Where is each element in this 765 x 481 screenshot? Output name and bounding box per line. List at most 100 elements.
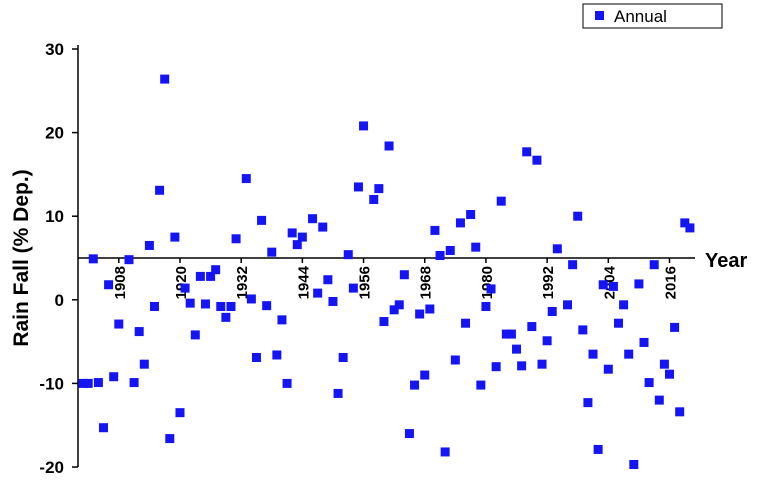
data-point (573, 211, 583, 221)
data-point (399, 270, 409, 280)
data-point (93, 378, 103, 388)
data-point (343, 250, 353, 260)
data-point (578, 325, 588, 335)
data-point (512, 344, 522, 354)
data-point (333, 388, 343, 398)
data-point (200, 299, 210, 309)
data-point (129, 378, 139, 388)
data-point (598, 280, 608, 290)
data-point (369, 194, 379, 204)
data-point (517, 361, 527, 371)
data-point (114, 319, 124, 329)
data-point (379, 317, 389, 327)
data-point (608, 281, 618, 291)
x-tick-label: 1992 (540, 266, 557, 299)
data-point (410, 380, 420, 390)
data-point (180, 283, 190, 293)
data-point (231, 234, 241, 244)
data-point (389, 305, 399, 315)
data-point (338, 352, 348, 362)
data-point (532, 155, 542, 165)
data-point (195, 271, 205, 281)
data-point (583, 398, 593, 408)
y-axis-label: Rain Fall (% Dep.) (10, 169, 33, 346)
data-point (134, 327, 144, 337)
data-point (384, 141, 394, 151)
data-point (675, 407, 685, 417)
y-tick-label: 10 (45, 207, 64, 226)
x-tick-label: 1920 (173, 266, 190, 299)
data-point (277, 315, 287, 325)
x-axis-label: Year (705, 250, 747, 272)
data-point (78, 378, 88, 388)
data-point (206, 271, 216, 281)
data-point (175, 408, 185, 418)
data-point (547, 307, 557, 317)
data-point (481, 301, 491, 311)
data-point (506, 329, 516, 339)
data-point (445, 245, 455, 255)
x-tick-label: 1980 (479, 266, 496, 299)
data-point (496, 196, 506, 206)
data-point (297, 232, 307, 242)
data-point (415, 309, 425, 319)
data-point (394, 300, 404, 310)
x-tick-label: 2016 (663, 266, 680, 299)
data-point (634, 279, 644, 289)
data-point (170, 232, 180, 242)
data-point (109, 372, 119, 382)
data-point (262, 301, 272, 311)
data-point (374, 184, 384, 194)
data-point (430, 225, 440, 235)
y-tick-label: -10 (39, 374, 64, 393)
y-tick-label: 30 (45, 40, 64, 59)
data-point (404, 429, 414, 439)
data-point (420, 370, 430, 380)
data-point (639, 337, 649, 347)
x-tick-label: 1956 (357, 266, 374, 299)
data-point (552, 244, 562, 254)
data-point (568, 260, 578, 270)
data-point (221, 312, 231, 322)
data-point (139, 359, 149, 369)
data-point (471, 242, 481, 252)
data-point (486, 284, 496, 294)
data-point (155, 185, 165, 195)
data-point (455, 218, 465, 228)
data-point (308, 214, 318, 224)
data-point (211, 265, 221, 275)
data-point (251, 352, 261, 362)
data-point (654, 395, 664, 405)
data-point (461, 318, 471, 328)
data-point (328, 296, 338, 306)
data-point (160, 74, 170, 84)
data-point (537, 359, 547, 369)
data-point (272, 350, 282, 360)
data-point (491, 362, 501, 372)
data-point (318, 222, 328, 232)
data-point (425, 304, 435, 314)
x-tick-label: 1932 (234, 266, 251, 299)
data-point (124, 255, 134, 265)
data-point (659, 359, 669, 369)
x-tick-label: 1908 (112, 266, 129, 299)
data-point (246, 294, 256, 304)
data-point (440, 447, 450, 457)
data-point (359, 121, 369, 131)
data-point (644, 378, 654, 388)
x-tick-label: 1944 (295, 265, 312, 299)
data-point (593, 444, 603, 454)
data-point (323, 275, 333, 285)
data-point (267, 247, 277, 257)
y-tick-label: 20 (45, 124, 64, 143)
data-point (476, 380, 486, 390)
data-point (624, 349, 634, 359)
data-point (522, 147, 532, 157)
y-tick-label: 0 (55, 291, 64, 310)
x-tick-label: 1968 (418, 266, 435, 299)
data-point (649, 260, 659, 270)
data-point (614, 318, 624, 328)
data-point (313, 288, 323, 298)
data-point (165, 434, 175, 444)
